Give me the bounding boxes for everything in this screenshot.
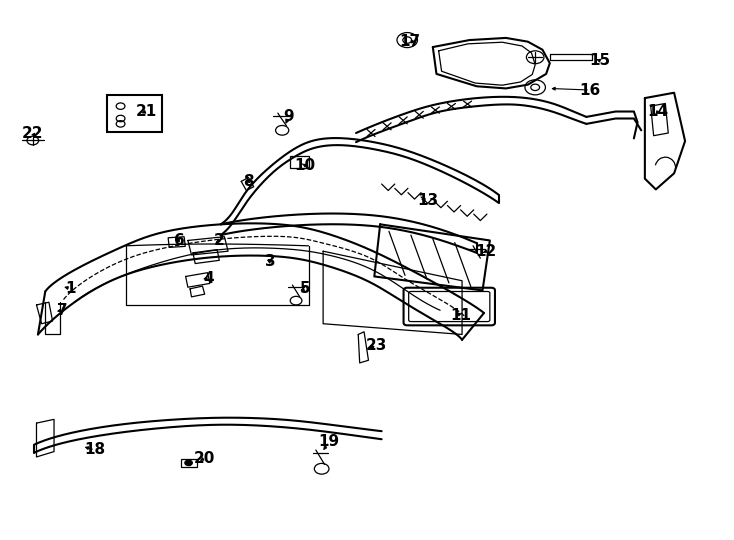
Text: 20: 20: [194, 450, 215, 465]
Text: 13: 13: [417, 193, 438, 208]
Bar: [181, 459, 197, 467]
Text: 19: 19: [319, 434, 340, 449]
Text: 23: 23: [366, 338, 388, 353]
Text: 8: 8: [243, 174, 254, 189]
Text: 4: 4: [203, 271, 214, 286]
Text: 10: 10: [294, 158, 316, 173]
Text: 17: 17: [399, 34, 420, 49]
Text: 5: 5: [299, 281, 310, 296]
Text: 11: 11: [450, 308, 471, 323]
Text: 14: 14: [647, 104, 669, 119]
Bar: [107, 96, 162, 132]
Bar: [168, 237, 185, 247]
Bar: [290, 156, 308, 168]
Circle shape: [185, 460, 192, 465]
Text: 1: 1: [65, 281, 76, 296]
Text: 21: 21: [136, 104, 157, 119]
Text: 6: 6: [174, 233, 184, 248]
Text: 16: 16: [579, 83, 600, 98]
Text: 15: 15: [589, 53, 610, 68]
Text: 18: 18: [84, 442, 106, 457]
Text: 9: 9: [283, 110, 294, 124]
FancyBboxPatch shape: [409, 292, 490, 322]
Text: 22: 22: [22, 125, 43, 140]
Text: 12: 12: [476, 244, 497, 259]
Text: 2: 2: [214, 233, 225, 248]
Text: 7: 7: [57, 303, 68, 318]
FancyBboxPatch shape: [404, 288, 495, 325]
Text: 3: 3: [265, 254, 276, 269]
